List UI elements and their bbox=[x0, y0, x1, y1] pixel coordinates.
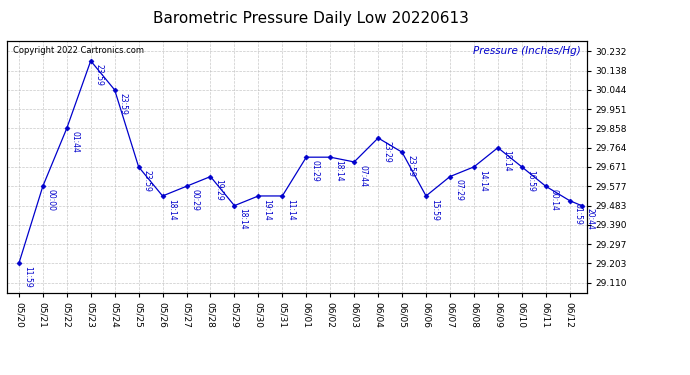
Text: 00:14: 00:14 bbox=[550, 189, 559, 211]
Text: 00:29: 00:29 bbox=[190, 189, 199, 211]
Text: 19:29: 19:29 bbox=[215, 179, 224, 201]
Text: 07:29: 07:29 bbox=[454, 179, 463, 201]
Text: 01:44: 01:44 bbox=[71, 131, 80, 153]
Text: 18:14: 18:14 bbox=[239, 209, 248, 230]
Text: Pressure (Inches/Hg): Pressure (Inches/Hg) bbox=[473, 46, 581, 56]
Text: 15:59: 15:59 bbox=[430, 199, 440, 220]
Text: 23:59: 23:59 bbox=[143, 170, 152, 192]
Text: 16:59: 16:59 bbox=[526, 170, 535, 192]
Text: 23:59: 23:59 bbox=[95, 64, 104, 86]
Text: 20:44: 20:44 bbox=[586, 209, 595, 230]
Text: 23:59: 23:59 bbox=[406, 155, 415, 177]
Text: 19:14: 19:14 bbox=[263, 199, 272, 220]
Text: 18:14: 18:14 bbox=[502, 150, 511, 172]
Text: 11:59: 11:59 bbox=[23, 266, 32, 288]
Text: 23:29: 23:29 bbox=[382, 141, 391, 162]
Text: 14:14: 14:14 bbox=[478, 170, 487, 191]
Text: 18:14: 18:14 bbox=[335, 160, 344, 182]
Text: Barometric Pressure Daily Low 20220613: Barometric Pressure Daily Low 20220613 bbox=[152, 11, 469, 26]
Text: 00:00: 00:00 bbox=[47, 189, 56, 211]
Text: 01:59: 01:59 bbox=[574, 204, 583, 225]
Text: 01:29: 01:29 bbox=[310, 160, 319, 182]
Text: 18:14: 18:14 bbox=[167, 199, 176, 220]
Text: 07:44: 07:44 bbox=[358, 165, 367, 187]
Text: 11:14: 11:14 bbox=[286, 199, 295, 220]
Text: 23:59: 23:59 bbox=[119, 93, 128, 115]
Text: Copyright 2022 Cartronics.com: Copyright 2022 Cartronics.com bbox=[12, 46, 144, 55]
